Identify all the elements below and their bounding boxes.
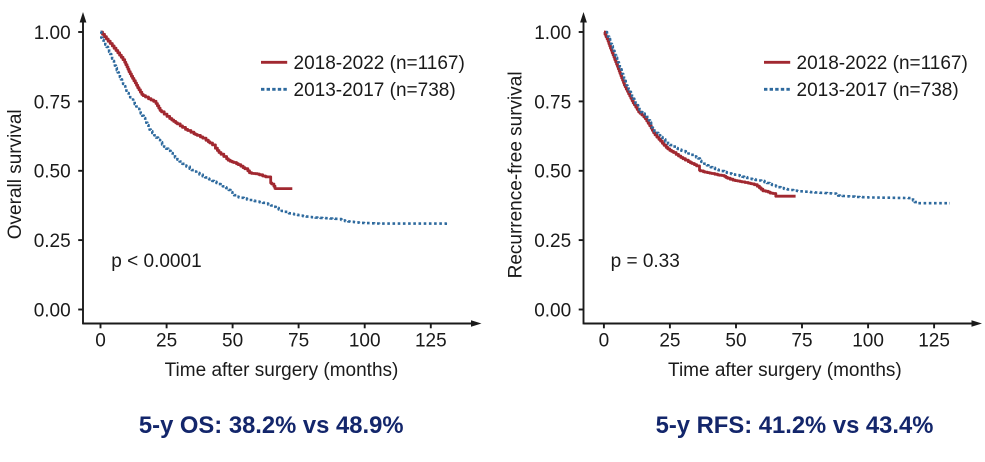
svg-text:0.25: 0.25 xyxy=(534,231,571,252)
svg-text:Overall survival: Overall survival xyxy=(5,109,26,239)
svg-text:5-y RFS: 41.2% vs 43.4%: 5-y RFS: 41.2% vs 43.4% xyxy=(656,412,934,439)
svg-text:Recurrence-free survival: Recurrence-free survival xyxy=(506,71,527,278)
svg-text:0.00: 0.00 xyxy=(34,300,71,321)
svg-text:50: 50 xyxy=(222,330,243,351)
svg-text:1.00: 1.00 xyxy=(534,23,571,44)
svg-text:0: 0 xyxy=(599,330,610,351)
svg-text:0.50: 0.50 xyxy=(534,162,571,183)
svg-text:0.75: 0.75 xyxy=(34,92,71,113)
svg-text:Time after surgery (months): Time after surgery (months) xyxy=(165,360,399,381)
svg-text:p < 0.0001: p < 0.0001 xyxy=(111,251,201,272)
svg-text:0: 0 xyxy=(95,330,106,351)
svg-text:2018-2022 (n=1167): 2018-2022 (n=1167) xyxy=(797,53,968,74)
svg-text:25: 25 xyxy=(156,330,177,351)
svg-text:100: 100 xyxy=(852,330,884,351)
svg-text:0.75: 0.75 xyxy=(534,92,571,113)
svg-text:5-y OS: 38.2% vs 48.9%: 5-y OS: 38.2% vs 48.9% xyxy=(139,412,404,439)
svg-text:2013-2017 (n=738): 2013-2017 (n=738) xyxy=(294,80,456,101)
svg-text:75: 75 xyxy=(791,330,812,351)
svg-text:75: 75 xyxy=(288,330,309,351)
svg-text:25: 25 xyxy=(659,330,680,351)
svg-text:Time after surgery (months): Time after surgery (months) xyxy=(668,360,902,381)
svg-text:125: 125 xyxy=(918,330,950,351)
svg-text:1.00: 1.00 xyxy=(34,23,71,44)
svg-text:50: 50 xyxy=(725,330,746,351)
svg-text:125: 125 xyxy=(415,330,447,351)
svg-text:100: 100 xyxy=(349,330,381,351)
svg-text:p = 0.33: p = 0.33 xyxy=(611,251,680,272)
svg-text:0.25: 0.25 xyxy=(34,231,71,252)
svg-text:2013-2017 (n=738): 2013-2017 (n=738) xyxy=(797,80,959,101)
svg-text:0.50: 0.50 xyxy=(34,162,71,183)
svg-text:0.00: 0.00 xyxy=(534,300,571,321)
svg-text:2018-2022 (n=1167): 2018-2022 (n=1167) xyxy=(294,53,465,74)
